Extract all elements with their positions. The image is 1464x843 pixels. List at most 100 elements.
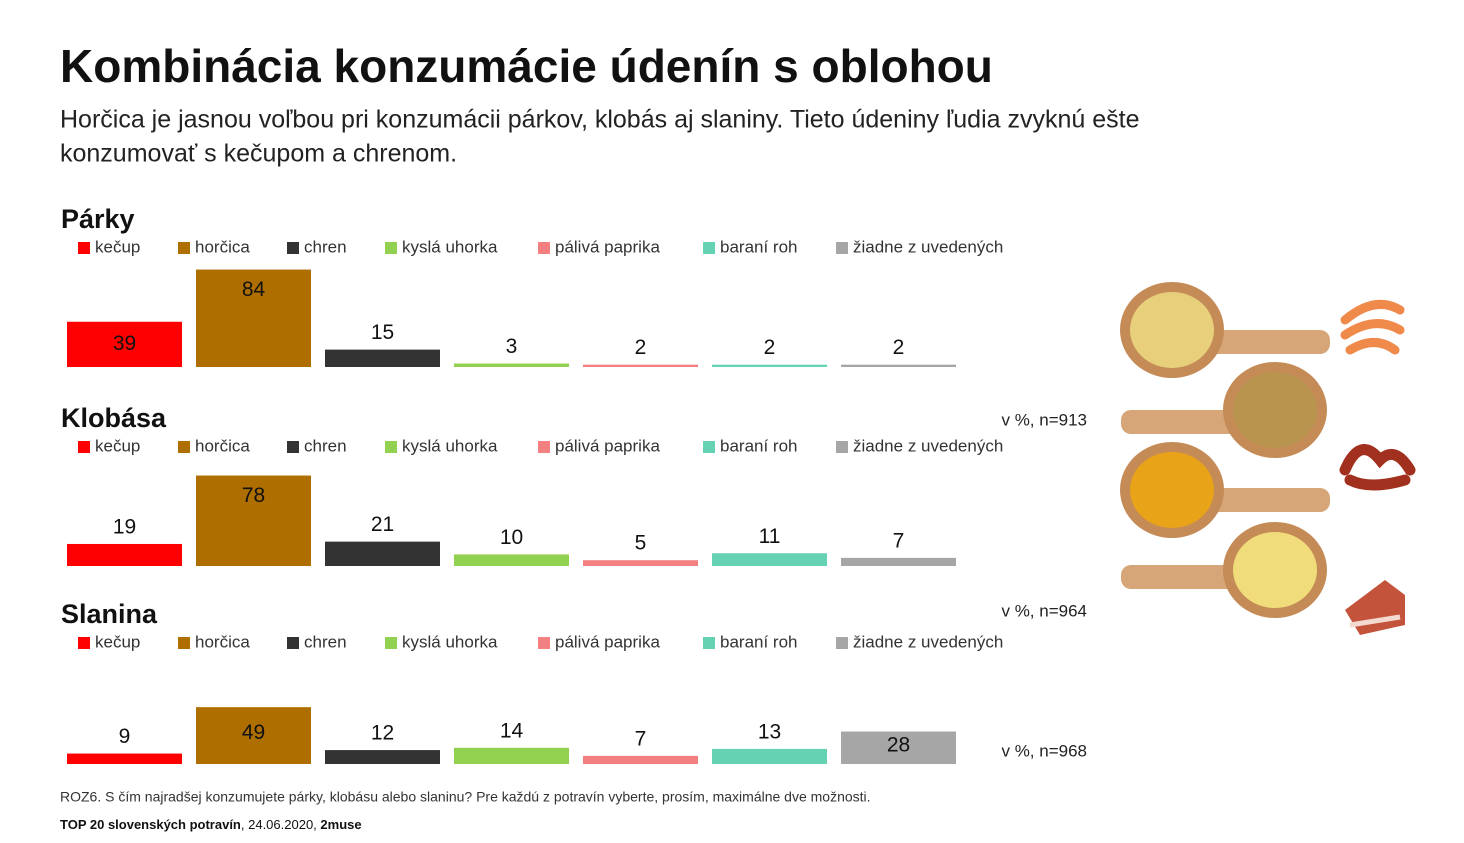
chart-note: v %, n=913 [1001, 410, 1087, 429]
legend-swatch [836, 242, 848, 254]
bar [325, 541, 440, 566]
bar [67, 753, 182, 764]
legend-label: žiadne z uvedených [853, 237, 1003, 256]
bar [196, 475, 311, 566]
subtitle: Horčica je jasnou voľbou pri konzumácii … [60, 106, 1140, 134]
klobasa-icon [1339, 444, 1416, 491]
value-label: 2 [764, 336, 776, 359]
bar [583, 364, 698, 367]
legend-swatch [78, 441, 90, 453]
bar [67, 543, 182, 566]
footnote: ROZ6. S čím najradšej konzumujete párky,… [60, 789, 871, 805]
legend-swatch [385, 441, 397, 453]
legend-label: chren [304, 237, 347, 256]
bar [325, 750, 440, 764]
legend-swatch [287, 637, 299, 649]
bar [712, 748, 827, 764]
source: TOP 20 slovenských potravín, 24.06.2020,… [60, 817, 362, 832]
chart-title: Párky [61, 204, 135, 234]
title: Kombinácia konzumácie údenín s oblohou [60, 40, 993, 92]
spoon-handle [1200, 488, 1330, 512]
legend-swatch [538, 242, 550, 254]
value-label: 11 [759, 525, 781, 548]
legend-swatch [78, 637, 90, 649]
source-date: , 24.06.2020, [241, 817, 321, 832]
legend-label: kečup [95, 632, 140, 651]
value-label: 7 [635, 727, 647, 750]
legend-label: baraní roh [720, 436, 798, 455]
legend-label: kečup [95, 436, 140, 455]
bar [196, 707, 311, 764]
chart-title: Klobása [61, 403, 167, 433]
legend-swatch [78, 242, 90, 254]
value-label: 12 [371, 722, 394, 745]
bar [841, 731, 956, 764]
bar [454, 554, 569, 566]
source-author: 2muse [320, 817, 361, 832]
legend-label: pálivá paprika [555, 237, 660, 256]
legend-label: horčica [195, 632, 250, 651]
value-label: 10 [500, 526, 523, 549]
bar [712, 553, 827, 566]
legend-swatch [836, 441, 848, 453]
bar [454, 363, 569, 367]
value-label: 13 [758, 720, 781, 743]
legend-swatch [703, 441, 715, 453]
food-illustration [1120, 280, 1416, 635]
legend-label: kyslá uhorka [402, 632, 498, 651]
bar [583, 560, 698, 566]
legend-swatch [385, 637, 397, 649]
legend-label: horčica [195, 237, 250, 256]
value-label: 5 [635, 532, 647, 555]
legend-label: pálivá paprika [555, 632, 660, 651]
value-label: 84 [242, 278, 266, 301]
legend-swatch [836, 637, 848, 649]
bar [583, 755, 698, 764]
legend-swatch [538, 637, 550, 649]
legend-label: žiadne z uvedených [853, 436, 1003, 455]
value-label: 21 [371, 513, 394, 536]
bar [196, 269, 311, 367]
spoon-handle [1200, 330, 1330, 354]
value-label: 9 [119, 725, 131, 748]
legend-label: horčica [195, 436, 250, 455]
legend-label: chren [304, 632, 347, 651]
legend-swatch [178, 441, 190, 453]
chart-title: Slanina [61, 599, 158, 629]
mustard-seeds [1233, 372, 1317, 448]
legend-label: baraní roh [720, 237, 798, 256]
legend-swatch [178, 242, 190, 254]
mustard [1130, 452, 1214, 528]
bar [67, 321, 182, 367]
legend-swatch [287, 242, 299, 254]
bacon-fat [1349, 614, 1401, 628]
legend-swatch [178, 637, 190, 649]
bar [841, 364, 956, 367]
value-label: 14 [500, 719, 524, 742]
legend-label: kyslá uhorka [402, 436, 498, 455]
legend-label: pálivá paprika [555, 436, 660, 455]
mustard [1130, 292, 1214, 368]
value-label: 3 [506, 335, 518, 358]
legend-swatch [538, 441, 550, 453]
value-label: 2 [635, 336, 647, 359]
legend-swatch [703, 242, 715, 254]
chart-note: v %, n=968 [1001, 741, 1087, 760]
mustard-powder [1233, 532, 1317, 608]
bar [325, 349, 440, 367]
sausages-icon [1340, 299, 1405, 355]
value-label: 2 [893, 336, 905, 359]
bar [712, 364, 827, 367]
legend-label: baraní roh [720, 632, 798, 651]
value-label: 49 [242, 721, 265, 744]
legend-swatch [703, 637, 715, 649]
bar [841, 557, 956, 566]
value-label: 39 [113, 332, 136, 355]
bar [454, 747, 569, 764]
legend-label: chren [304, 436, 347, 455]
value-label: 7 [893, 529, 905, 552]
value-label: 28 [887, 733, 910, 756]
legend-swatch [287, 441, 299, 453]
chart-note: v %, n=964 [1001, 601, 1087, 620]
